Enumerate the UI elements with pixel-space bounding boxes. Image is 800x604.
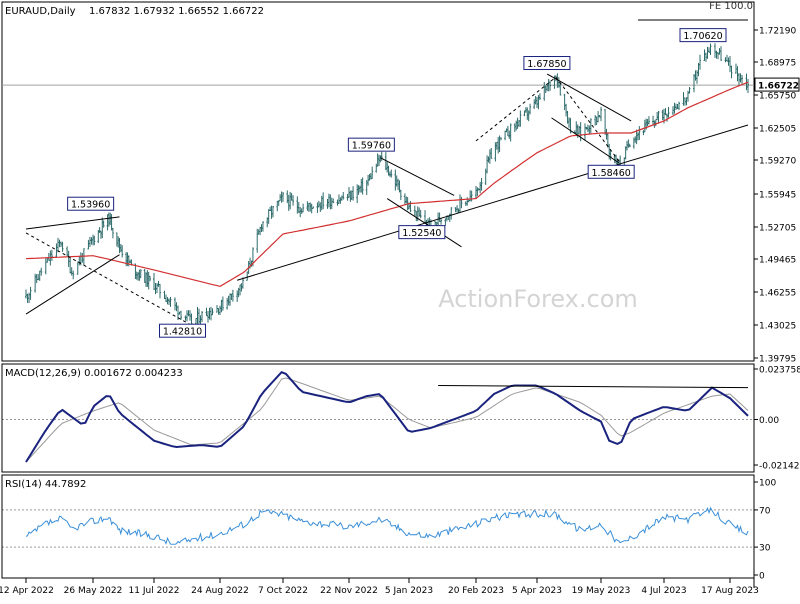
main-panel-frame [1,1,755,362]
annotation-label: 1.70620 [683,31,722,42]
annotation-label: 1.42810 [163,327,202,338]
trendline-8 [551,117,620,164]
price-tick-label: 1.39795 [759,355,796,365]
annotation-label: 1.53960 [71,200,110,211]
annotation-box [159,323,206,338]
date-tick-label: 22 Nov 2022 [320,586,378,596]
price-tick-label: 1.43025 [759,322,796,332]
trendline-7 [546,73,632,122]
rsi-panel-frame [1,474,755,579]
date-tick-label: 5 Apr 2023 [512,586,562,596]
annotation-box [679,28,727,43]
date-tick-label: 17 Aug 2023 [701,586,759,596]
price-tick-label: 1.62505 [759,125,796,135]
current-price-label: 1.66722 [758,82,799,92]
date-tick-label: 19 May 2023 [572,586,631,596]
trendline-5 [380,157,455,196]
macd-tick-label: 0.00 [759,416,779,426]
annotation-box [523,56,571,71]
date-tick-label: 26 May 2022 [64,586,123,596]
trendline-3 [25,232,192,326]
trendline-2 [25,254,120,315]
date-tick-label: 11 Jul 2022 [129,586,180,596]
price-tick-label: 1.59270 [759,157,796,167]
macd-tick-label: 0.023758 [759,366,800,376]
date-tick-label: 20 Feb 2023 [448,586,504,596]
annotation-label: 1.52540 [402,228,441,239]
price-tick-label: 1.65750 [759,92,796,102]
annotation-box [398,225,446,240]
rsi-tick-label: 70 [759,506,771,516]
date-tick-label: 24 Aug 2022 [191,586,249,596]
rsi-tick-label: 30 [759,544,771,554]
panel-frames [1,1,755,588]
annotation-label: 1.67850 [527,59,566,70]
annotation-box [347,137,395,152]
current-price-tag [754,77,800,92]
macd-trendline [438,384,749,389]
rsi-line [25,506,749,545]
annotation-label: 1.59760 [352,141,391,152]
rsi-tick-label: 100 [759,479,776,489]
macd-line [25,371,749,463]
annotation-box [587,164,635,179]
trendline-6 [386,198,462,248]
fe-label: FE 100.0 [709,1,753,12]
trendline-9 [475,76,557,142]
macd-title: MACD(12,26,9) 0.001672 0.004233 [5,368,183,379]
price-tick-label: 1.68975 [759,59,796,69]
price-tick-label: 1.52705 [759,224,796,234]
price-tick-label: 1.55945 [759,191,796,201]
macd-tick-label: -0.021425 [759,462,800,472]
price-tick-label: 1.46255 [759,289,796,299]
price-panel: 1.53960 1.42810 1.59760 1.52540 1.67850 1.584… [2,19,754,338]
date-tick-label: 4 Jul 2023 [641,586,686,596]
trendline-1 [25,216,120,230]
annotation-box [67,196,115,211]
trendline-4 [237,124,749,281]
moving-average-line [25,81,749,288]
date-tick-label: 12 Apr 2022 [0,586,54,596]
axes: 1.72190 1.68975 1.65750 1.62505 1.59270 1.559… [0,27,800,597]
symbol-label: EURAUD,Daily [5,6,76,17]
annotation-label: 1.58460 [592,168,631,179]
rsi-panel [25,506,749,545]
date-tick-label: 5 Jan 2023 [385,586,433,596]
watermark: ActionForex.com [438,285,638,313]
price-tick-label: 1.72190 [759,27,796,37]
price-tick-label: 1.49465 [759,256,796,266]
date-tick-label: 7 Oct 2022 [258,586,308,596]
macd-panel-frame [1,363,755,473]
rsi-tick-label: 0 [759,572,765,582]
ohlc-values: 1.67832 1.67932 1.66552 1.66722 [89,6,264,17]
rsi-title: RSI(14) 44.7892 [5,479,86,490]
macd-panel [25,371,749,463]
